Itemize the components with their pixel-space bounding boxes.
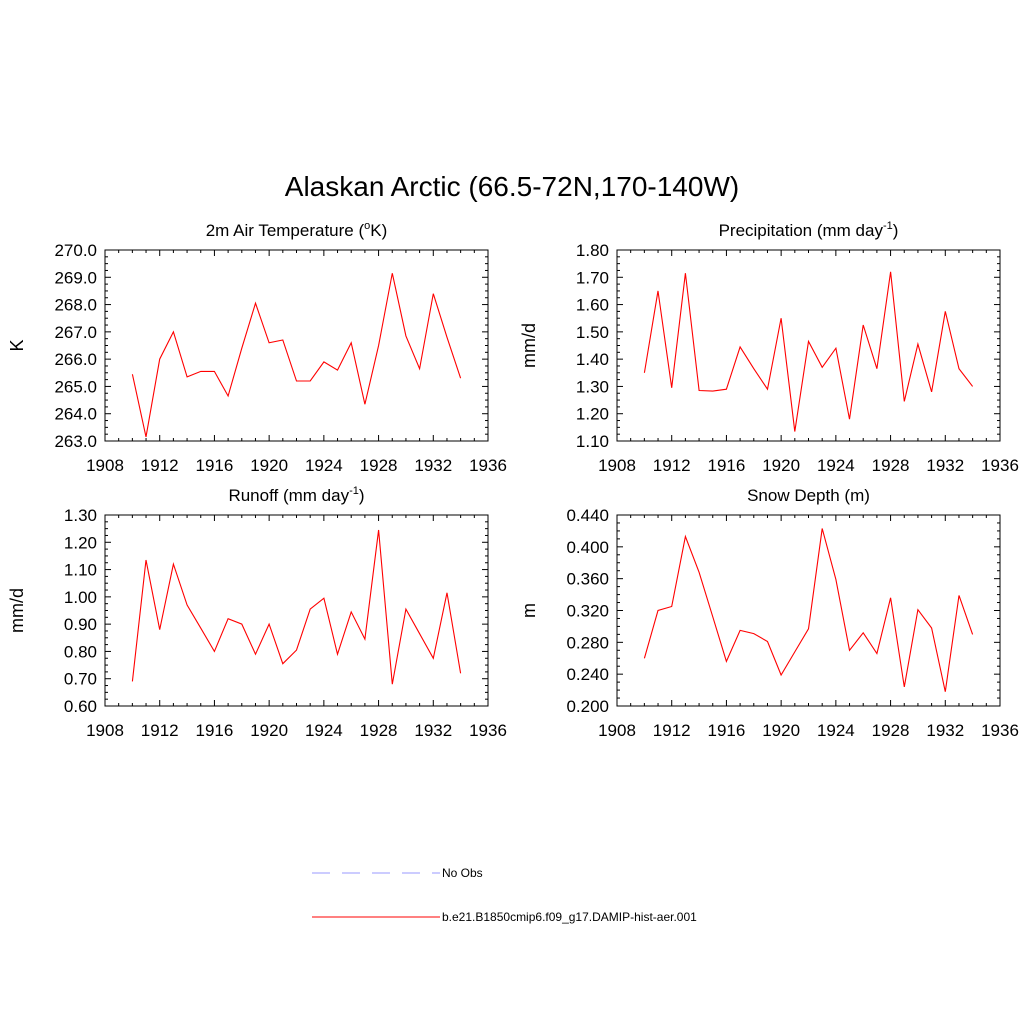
y-tick-label: 0.60 (64, 697, 97, 716)
x-tick-label: 1928 (360, 721, 398, 740)
y-tick-label: 1.30 (64, 506, 97, 525)
x-tick-label: 1908 (86, 721, 124, 740)
panel-3: Runoff (mm day-1) mm/d 1908 1912 1916 1920 192… (7, 485, 507, 740)
y-tick-label: 268.0 (54, 296, 97, 315)
y-tick-label: 0.200 (566, 697, 609, 716)
x-tick-label: 1912 (141, 456, 179, 475)
y-tick-label: 264.0 (54, 405, 97, 424)
panel-title: Snow Depth (m) (747, 486, 870, 505)
y-tick-label: 0.70 (64, 670, 97, 689)
y-tick-label: 1.10 (64, 561, 97, 580)
x-tick-label: 1916 (196, 721, 234, 740)
x-tick-label: 1928 (360, 456, 398, 475)
panel-title-superscript: o (364, 220, 370, 232)
x-tick-label: 1924 (817, 456, 855, 475)
x-tick-label: 1916 (708, 721, 746, 740)
x-tick-label: 1932 (414, 721, 452, 740)
panel-1: 2m Air Temperature (oK) K 1908 1912 1916 1920… (7, 220, 507, 475)
y-tick-label: 270.0 (54, 241, 97, 260)
y-tick-label: 266.0 (54, 350, 97, 369)
y-tick-label: 1.20 (64, 533, 97, 552)
x-tick-label: 1920 (762, 456, 800, 475)
y-tick-label: 1.20 (576, 405, 609, 424)
y-tick-label: 1.10 (576, 432, 609, 451)
y-tick-label: 0.280 (566, 633, 609, 652)
legend-label-no-obs: No Obs (442, 866, 483, 880)
panel-title-superscript: -1 (883, 220, 893, 232)
series-line (131, 529, 462, 685)
panel-4: Snow Depth (m) m 1908 1912 1916 1920 1924 1928 1… (519, 486, 1019, 740)
x-tick-label: 1928 (872, 456, 910, 475)
y-tick-label: 0.80 (64, 642, 97, 661)
x-tick-label: 1908 (598, 456, 636, 475)
panel-title-main: 2m Air Temperature ( (206, 221, 365, 240)
panel-title-tail: ) (359, 486, 365, 505)
y-tick-label: 0.90 (64, 615, 97, 634)
x-tick-label: 1932 (926, 456, 964, 475)
x-tick-label: 1912 (653, 721, 691, 740)
panel-2: Precipitation (mm day-1) mm/d 1908 1912 1916… (519, 220, 1019, 475)
x-tick-label: 1916 (196, 456, 234, 475)
x-tick-label: 1936 (469, 721, 507, 740)
x-tick-label: 1924 (305, 721, 343, 740)
panel-title-tail: ) (893, 221, 899, 240)
y-tick-label: 1.50 (576, 323, 609, 342)
y-axis-label: m (519, 603, 539, 618)
legend-label-model: b.e21.B1850cmip6.f09_g17.DAMIP-hist-aer.… (442, 910, 697, 924)
y-axis-label: K (7, 339, 27, 351)
y-tick-label: 269.0 (54, 268, 97, 287)
y-tick-label: 0.320 (566, 602, 609, 621)
y-axis-label: mm/d (519, 323, 539, 368)
x-tick-label: 1916 (708, 456, 746, 475)
x-tick-label: 1920 (762, 721, 800, 740)
y-tick-label: 0.360 (566, 570, 609, 589)
panel-title: Precipitation (mm day-1) (719, 220, 899, 240)
x-tick-label: 1908 (86, 456, 124, 475)
y-tick-label: 1.80 (576, 241, 609, 260)
series-line (643, 528, 974, 692)
panel-title-main: Precipitation (mm day (719, 221, 884, 240)
panel-title-main: Snow Depth (m) (747, 486, 870, 505)
y-axis-label: mm/d (7, 588, 27, 633)
panels-group: 2m Air Temperature (oK) K 1908 1912 1916 1920… (7, 220, 1019, 740)
y-tick-label: 0.240 (566, 665, 609, 684)
x-tick-label: 1936 (981, 456, 1019, 475)
x-tick-label: 1928 (872, 721, 910, 740)
x-tick-label: 1908 (598, 721, 636, 740)
panel-title: Runoff (mm day-1) (228, 485, 364, 505)
y-tick-label: 0.400 (566, 538, 609, 557)
y-tick-label: 1.60 (576, 296, 609, 315)
x-tick-label: 1920 (250, 721, 288, 740)
panel-title-tail: K) (370, 221, 387, 240)
x-tick-label: 1924 (817, 721, 855, 740)
y-tick-label: 265.0 (54, 377, 97, 396)
x-tick-label: 1932 (926, 721, 964, 740)
y-tick-label: 1.30 (576, 377, 609, 396)
y-tick-label: 263.0 (54, 432, 97, 451)
x-tick-label: 1920 (250, 456, 288, 475)
x-tick-label: 1932 (414, 456, 452, 475)
series-line (131, 273, 462, 438)
x-tick-label: 1936 (469, 456, 507, 475)
panel-title-superscript: -1 (349, 485, 359, 497)
series-line (643, 271, 974, 432)
y-tick-label: 1.70 (576, 268, 609, 287)
figure-title: Alaskan Arctic (66.5-72N,170-140W) (285, 171, 739, 202)
panel-title: 2m Air Temperature (oK) (206, 220, 388, 240)
x-tick-label: 1912 (141, 721, 179, 740)
legend: No Obs b.e21.B1850cmip6.f09_g17.DAMIP-hi… (312, 866, 697, 924)
x-tick-label: 1912 (653, 456, 691, 475)
panel-title-main: Runoff (mm day (228, 486, 349, 505)
x-tick-label: 1924 (305, 456, 343, 475)
y-tick-label: 0.440 (566, 506, 609, 525)
x-tick-label: 1936 (981, 721, 1019, 740)
y-tick-label: 267.0 (54, 323, 97, 342)
y-tick-label: 1.00 (64, 588, 97, 607)
y-tick-label: 1.40 (576, 350, 609, 369)
